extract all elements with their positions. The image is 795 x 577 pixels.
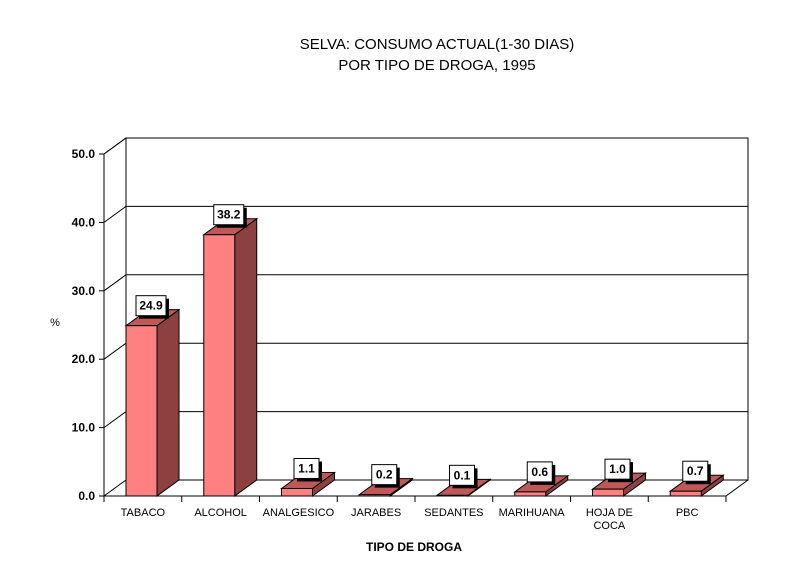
data-label-box: [604, 458, 631, 480]
category-label-line: COCA: [593, 520, 625, 532]
data-label-text: 1.1: [298, 461, 315, 475]
data-labels: 24.9 38.2 1.1 0.2 0.1 0.6 1.0 0.7: [135, 204, 711, 489]
category-label-line: MARIHUANA: [499, 507, 566, 519]
data-label-text: 0.7: [687, 464, 704, 478]
x-axis-label: TIPO DE DROGA: [366, 540, 462, 554]
bar-side: [234, 217, 258, 497]
data-label: 0.2: [371, 464, 400, 488]
data-label: 1.0: [604, 458, 633, 483]
data-label-text: 1.0: [609, 462, 626, 476]
data-label: 24.9: [135, 295, 169, 319]
bar-front: [669, 490, 702, 497]
y-tick-label: 50.0: [72, 147, 96, 161]
category-label: JARABES: [351, 507, 401, 519]
bar-front: [592, 488, 624, 497]
data-label-text: 0.2: [376, 468, 393, 482]
category-label-line: ALCOHOL: [194, 507, 247, 519]
gridline: [103, 274, 748, 292]
data-label-text: 24.9: [139, 299, 163, 313]
plot-frame: [103, 137, 749, 497]
data-label: 0.6: [526, 461, 556, 485]
category-label: TABACO: [121, 507, 166, 519]
bars: [124, 217, 725, 497]
data-label-box: [135, 295, 167, 317]
gridline: [103, 137, 748, 155]
data-label-box: [449, 464, 475, 486]
data-label-box: [293, 457, 320, 479]
data-label-box: [371, 464, 398, 486]
bar-front: [436, 494, 469, 497]
gridline: [103, 411, 748, 429]
category-label-line: SEDANTES: [424, 507, 483, 519]
y-tick-label: 0.0: [78, 489, 95, 503]
y-axis-label: %: [50, 317, 60, 329]
y-tick-label: 20.0: [72, 352, 96, 366]
bar-front: [514, 491, 547, 497]
data-label: 38.2: [213, 204, 247, 228]
data-label-text: 0.6: [531, 465, 548, 479]
data-label-box: [526, 461, 553, 483]
bar: [202, 217, 259, 497]
category-label-line: PBC: [676, 507, 699, 519]
floor-right-edge: [725, 479, 749, 497]
data-label: 0.1: [449, 464, 478, 489]
category-label-line: JARABES: [351, 507, 401, 519]
data-label-box: [213, 204, 245, 226]
x-axis-categories: TABACO ALCOHOL ANALGESICO JARABES SEDANTES MA…: [103, 496, 727, 532]
gridline: [103, 479, 748, 497]
category-label-line: ANALGESICO: [263, 507, 335, 519]
category-label: HOJA DE COCA: [586, 507, 633, 532]
bar-front: [358, 494, 391, 497]
category-label: SEDANTES: [424, 507, 483, 519]
gridline: [103, 205, 748, 223]
category-label-line: TABACO: [121, 507, 166, 519]
y-tick-label: 30.0: [72, 284, 96, 298]
chart-subtitle: POR TIPO DE DROGA, 1995: [338, 57, 535, 74]
category-label: ANALGESICO: [263, 507, 335, 519]
data-label: 1.1: [293, 457, 322, 482]
category-label: ALCOHOL: [194, 507, 247, 519]
data-label: 0.7: [682, 460, 711, 485]
data-label-text: 38.2: [217, 208, 241, 222]
category-label: PBC: [676, 507, 699, 519]
y-tick-label: 10.0: [72, 421, 96, 435]
y-tick-label: 40.0: [72, 215, 96, 229]
data-label-text: 0.1: [454, 468, 471, 482]
data-label-box: [682, 460, 709, 482]
category-label: MARIHUANA: [499, 507, 566, 519]
bar: [124, 308, 181, 497]
category-label-line: HOJA DE: [586, 507, 633, 519]
bar-front: [281, 487, 313, 497]
bar-side: [156, 308, 180, 497]
bar-front: [203, 234, 236, 497]
bar-front: [125, 325, 158, 497]
chart-title: SELVA: CONSUMO ACTUAL(1-30 DIAS): [300, 36, 575, 53]
gridline: [103, 342, 748, 360]
y-axis-ticks: 0.0 10.0 20.0 30.0 40.0 50.0: [72, 147, 104, 503]
